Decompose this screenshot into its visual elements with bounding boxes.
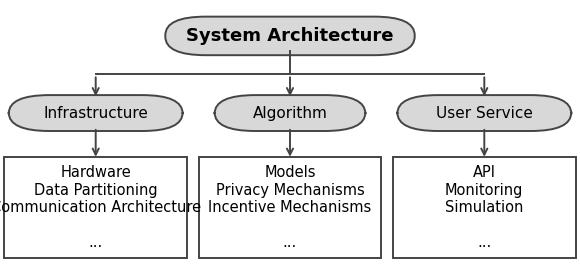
Text: System Architecture: System Architecture [186, 27, 394, 45]
Text: API
Monitoring
Simulation

...: API Monitoring Simulation ... [445, 165, 524, 250]
FancyBboxPatch shape [165, 16, 415, 55]
Text: Models
Privacy Mechanisms
Incentive Mechanisms

...: Models Privacy Mechanisms Incentive Mech… [208, 165, 372, 250]
FancyBboxPatch shape [215, 95, 365, 131]
Text: Algorithm: Algorithm [252, 106, 328, 120]
FancyBboxPatch shape [5, 157, 187, 258]
FancyBboxPatch shape [9, 95, 183, 131]
FancyBboxPatch shape [397, 95, 571, 131]
FancyBboxPatch shape [393, 157, 575, 258]
Text: Hardware
Data Partitioning
Communication Architecture

...: Hardware Data Partitioning Communication… [0, 165, 201, 250]
Text: Infrastructure: Infrastructure [44, 106, 148, 120]
FancyBboxPatch shape [198, 157, 382, 258]
Text: User Service: User Service [436, 106, 533, 120]
